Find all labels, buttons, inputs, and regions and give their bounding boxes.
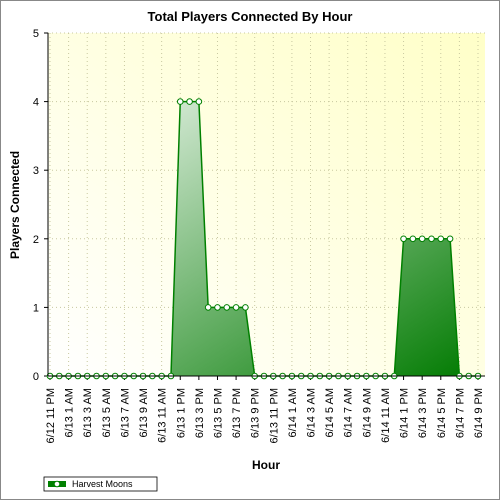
y-tick-label: 2	[33, 234, 39, 246]
x-tick-label: 6/14 7 AM	[343, 388, 355, 438]
marker	[223, 304, 231, 311]
legend-label: Harvest Moons	[72, 479, 133, 489]
marker	[409, 235, 417, 243]
x-tick-label: 6/13 7 PM	[231, 388, 243, 438]
x-tick-label: 6/14 3 PM	[417, 388, 429, 438]
y-tick-label: 3	[33, 165, 39, 177]
marker	[418, 235, 426, 243]
area	[50, 101, 478, 376]
marker	[232, 304, 240, 311]
x-tick-label: 6/13 5 PM	[212, 388, 224, 438]
y-tick-label: 1	[33, 302, 39, 314]
x-tick-label: 6/13 9 AM	[138, 388, 150, 438]
marker	[204, 304, 212, 311]
x-tick-label: 6/13 5 AM	[101, 388, 113, 438]
x-tick-label: 6/13 1 PM	[175, 388, 187, 438]
x-tick-label: 6/13 11 PM	[268, 388, 280, 443]
marker	[437, 235, 445, 243]
x-tick-label: 6/14 1 AM	[287, 388, 299, 438]
marker	[176, 98, 184, 105]
x-tick-label: 6/14 5 AM	[324, 388, 336, 438]
y-tick-label: 5	[33, 28, 39, 40]
x-tick-label: 6/14 9 PM	[473, 388, 485, 438]
marker	[400, 235, 407, 243]
x-tick-label: 6/13 7 AM	[119, 388, 131, 438]
legend-box	[43, 476, 158, 492]
marker	[446, 235, 454, 243]
marker	[242, 304, 249, 311]
y-axis-label: Players Connected	[8, 151, 22, 259]
x-tick-label: 6/13 1 AM	[64, 388, 76, 438]
x-tick-label: 6/14 5 PM	[436, 388, 448, 438]
x-tick-label: 6/13 3 PM	[194, 388, 206, 438]
marker	[428, 235, 435, 243]
x-tick-label: 6/14 7 PM	[454, 388, 466, 438]
x-tick-label: 6/14 1 PM	[399, 388, 411, 438]
x-tick-label: 6/14 11 AM	[380, 388, 392, 443]
marker	[214, 304, 221, 311]
chart-title: Total Players Connected By Hour	[148, 9, 353, 24]
x-tick-label: 6/12 11 PM	[45, 388, 57, 443]
x-tick-label: 6/13 9 PM	[250, 388, 262, 438]
x-tick-label: 6/14 3 AM	[306, 388, 318, 438]
marker	[195, 98, 203, 105]
x-axis-label: Hour	[252, 458, 280, 472]
x-tick-label: 6/13 3 AM	[82, 388, 94, 438]
y-tick-label: 0	[33, 371, 39, 383]
legend-marker	[53, 480, 61, 488]
marker	[186, 98, 193, 105]
x-tick-label: 6/13 11 AM	[157, 388, 169, 443]
y-tick-label: 4	[33, 97, 39, 109]
x-tick-label: 6/14 9 AM	[361, 388, 373, 438]
